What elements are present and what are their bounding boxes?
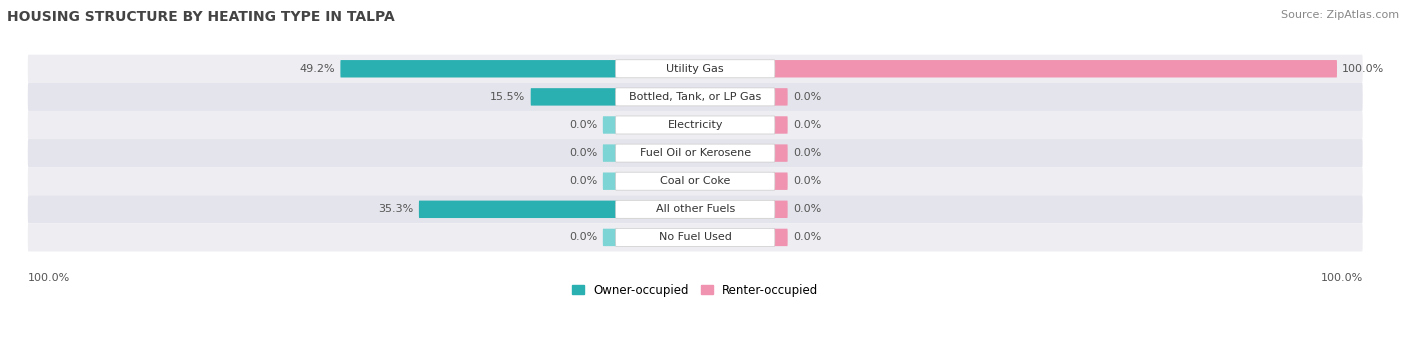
- Text: 0.0%: 0.0%: [793, 92, 821, 102]
- FancyBboxPatch shape: [603, 144, 619, 162]
- FancyBboxPatch shape: [603, 173, 619, 190]
- FancyBboxPatch shape: [772, 88, 787, 106]
- FancyBboxPatch shape: [603, 229, 619, 246]
- FancyBboxPatch shape: [616, 228, 775, 247]
- Text: 15.5%: 15.5%: [491, 92, 526, 102]
- Text: 0.0%: 0.0%: [793, 204, 821, 214]
- FancyBboxPatch shape: [616, 88, 775, 106]
- Text: 0.0%: 0.0%: [569, 148, 598, 158]
- Text: No Fuel Used: No Fuel Used: [659, 233, 731, 242]
- Text: 0.0%: 0.0%: [793, 176, 821, 186]
- Text: HOUSING STRUCTURE BY HEATING TYPE IN TALPA: HOUSING STRUCTURE BY HEATING TYPE IN TAL…: [7, 10, 395, 24]
- FancyBboxPatch shape: [603, 116, 619, 134]
- Text: 0.0%: 0.0%: [793, 148, 821, 158]
- FancyBboxPatch shape: [28, 223, 1362, 251]
- Text: 0.0%: 0.0%: [793, 233, 821, 242]
- FancyBboxPatch shape: [28, 83, 1362, 111]
- Text: Utility Gas: Utility Gas: [666, 64, 724, 74]
- Text: 49.2%: 49.2%: [299, 64, 335, 74]
- FancyBboxPatch shape: [772, 173, 787, 190]
- Text: 100.0%: 100.0%: [1343, 64, 1385, 74]
- Text: Electricity: Electricity: [668, 120, 723, 130]
- Text: 100.0%: 100.0%: [1320, 272, 1362, 283]
- Text: 0.0%: 0.0%: [569, 120, 598, 130]
- FancyBboxPatch shape: [28, 167, 1362, 195]
- FancyBboxPatch shape: [616, 200, 775, 218]
- Text: 100.0%: 100.0%: [28, 272, 70, 283]
- Text: 0.0%: 0.0%: [793, 120, 821, 130]
- FancyBboxPatch shape: [616, 144, 775, 162]
- Text: Fuel Oil or Kerosene: Fuel Oil or Kerosene: [640, 148, 751, 158]
- FancyBboxPatch shape: [340, 60, 619, 77]
- Text: Bottled, Tank, or LP Gas: Bottled, Tank, or LP Gas: [628, 92, 762, 102]
- Text: Coal or Coke: Coal or Coke: [659, 176, 731, 186]
- FancyBboxPatch shape: [419, 201, 619, 218]
- FancyBboxPatch shape: [530, 88, 619, 106]
- Text: 35.3%: 35.3%: [378, 204, 413, 214]
- FancyBboxPatch shape: [28, 55, 1362, 83]
- FancyBboxPatch shape: [616, 172, 775, 190]
- FancyBboxPatch shape: [28, 139, 1362, 167]
- FancyBboxPatch shape: [28, 111, 1362, 139]
- Legend: Owner-occupied, Renter-occupied: Owner-occupied, Renter-occupied: [572, 284, 818, 297]
- FancyBboxPatch shape: [772, 229, 787, 246]
- Text: 0.0%: 0.0%: [569, 233, 598, 242]
- FancyBboxPatch shape: [772, 60, 1337, 77]
- Text: 0.0%: 0.0%: [569, 176, 598, 186]
- FancyBboxPatch shape: [772, 201, 787, 218]
- FancyBboxPatch shape: [772, 144, 787, 162]
- Text: Source: ZipAtlas.com: Source: ZipAtlas.com: [1281, 10, 1399, 20]
- FancyBboxPatch shape: [616, 60, 775, 78]
- Text: All other Fuels: All other Fuels: [655, 204, 735, 214]
- FancyBboxPatch shape: [28, 195, 1362, 223]
- FancyBboxPatch shape: [616, 116, 775, 134]
- FancyBboxPatch shape: [772, 116, 787, 134]
